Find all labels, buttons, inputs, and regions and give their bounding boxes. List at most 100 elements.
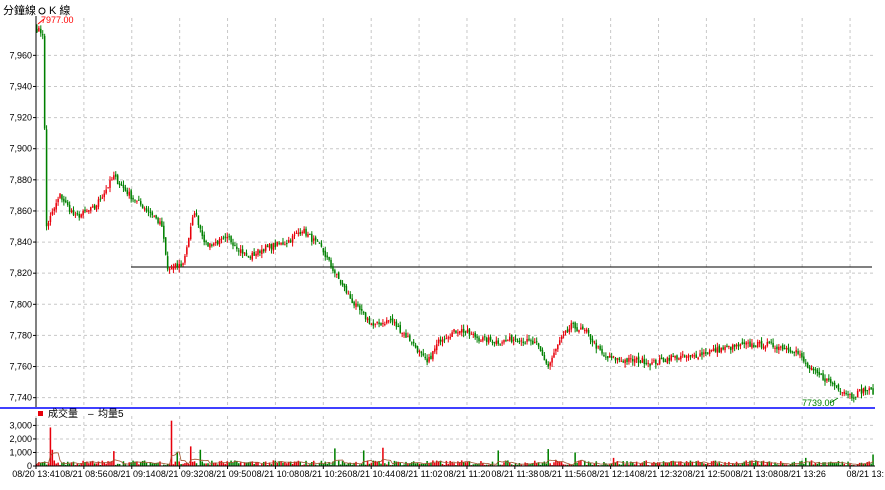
candle-body [159, 221, 161, 225]
candle-body [662, 358, 665, 362]
candle-body [189, 226, 192, 240]
candle [655, 358, 657, 369]
candle-body [241, 249, 244, 254]
candle [831, 381, 834, 387]
candle-body [334, 270, 336, 274]
candle [822, 369, 824, 381]
candle-body [393, 322, 396, 324]
x-tick-label: 08/21 10:08 [252, 469, 300, 479]
volume-bar [410, 462, 413, 466]
candle [80, 213, 82, 219]
candle-body [405, 332, 407, 338]
candle-body [537, 343, 540, 347]
volume-bar [624, 464, 626, 466]
volume-bar [72, 461, 75, 466]
volume-bar [68, 463, 71, 466]
candle [241, 245, 244, 258]
volume-bar [635, 461, 638, 466]
candle [545, 358, 548, 365]
candle [680, 352, 682, 362]
volume-bar [439, 460, 442, 466]
volume-bar [353, 462, 355, 466]
volume-bar [157, 463, 159, 466]
candle [681, 350, 684, 358]
candle [291, 233, 294, 247]
candle-body [172, 266, 175, 270]
candle [860, 384, 863, 399]
volume-bar [284, 461, 286, 466]
candle [245, 249, 248, 257]
volume-bar [91, 460, 94, 466]
volume-bar [276, 462, 278, 466]
candle [551, 355, 553, 367]
candle [612, 355, 615, 359]
volume-bar [380, 463, 382, 466]
candle [572, 321, 574, 329]
candle-body [59, 193, 61, 198]
candle-body [783, 348, 786, 350]
volume-bar [818, 461, 820, 466]
candle [47, 220, 50, 230]
x-tick-label: 08/21 11:20 [444, 469, 491, 479]
candle-body [643, 359, 646, 365]
volume-bar [428, 463, 430, 466]
candle [414, 342, 417, 349]
candle [428, 353, 430, 364]
volume-bar [820, 464, 822, 466]
candle [703, 349, 705, 358]
candle-body [151, 212, 154, 216]
candle [699, 349, 701, 357]
candle [412, 339, 415, 347]
candle [741, 338, 744, 345]
candle-body [120, 184, 123, 186]
volume-bar [124, 464, 127, 466]
k-line-tab[interactable]: K 線 [49, 3, 70, 17]
volume-bar [837, 461, 840, 466]
candle-body [264, 245, 267, 251]
candle [145, 205, 148, 213]
candle-body [426, 358, 428, 363]
volume-bar [647, 464, 649, 466]
radio-icon[interactable] [38, 7, 46, 15]
candle-body [299, 232, 302, 235]
candle-body [428, 357, 430, 362]
volume-bar [303, 464, 305, 466]
candle-body [136, 200, 138, 202]
candle [128, 187, 130, 199]
candle [193, 210, 196, 218]
candle [543, 351, 546, 361]
volume-bar [368, 463, 371, 466]
candle-body [787, 347, 790, 351]
candle [605, 352, 607, 361]
candle [514, 334, 517, 342]
candle-body [572, 322, 574, 324]
volume-bar [311, 462, 313, 466]
candle-body [182, 263, 184, 265]
candle-body [216, 240, 219, 245]
candle [533, 338, 536, 344]
volume-bar [833, 462, 836, 466]
volume-bar [503, 462, 505, 466]
candle-body [614, 357, 617, 361]
volume-bar [749, 460, 751, 466]
candle-body [826, 378, 828, 381]
candle [257, 248, 259, 257]
candle [616, 357, 619, 364]
candle [303, 226, 305, 234]
candle [143, 206, 146, 212]
candle-body [785, 347, 788, 350]
volume-bar [558, 461, 561, 466]
minute-line-tab[interactable]: 分鐘線 [3, 3, 36, 17]
volume-bar [505, 461, 507, 466]
volume-tick-label: 3,000 [9, 420, 32, 430]
candle [499, 343, 501, 346]
candle [266, 243, 269, 248]
candle-body [164, 237, 167, 255]
candlestick-series [36, 24, 874, 403]
candle [537, 342, 540, 350]
candle [309, 233, 311, 235]
volume-bar [222, 463, 225, 466]
volume-bar [535, 463, 538, 466]
volume-bar [420, 463, 423, 466]
candle [357, 301, 359, 308]
